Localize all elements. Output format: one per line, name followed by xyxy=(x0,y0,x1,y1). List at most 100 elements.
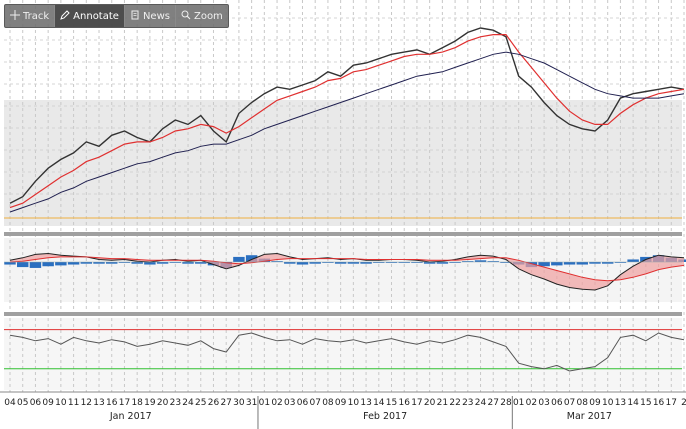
x-tick-label-24: 07 xyxy=(309,398,320,408)
month-label-2: Mar 2017 xyxy=(567,411,612,422)
x-tick-label-6: 12 xyxy=(81,398,92,408)
x-tick-label-50: 15 xyxy=(640,398,651,408)
oscillator-pane-background xyxy=(4,318,682,390)
macd-histogram-bar-23 xyxy=(296,262,309,265)
x-tick-label-23: 06 xyxy=(297,398,309,408)
x-tick-label-47: 10 xyxy=(602,398,614,408)
macd-histogram-bar-44 xyxy=(563,262,576,265)
x-tick-label-17: 27 xyxy=(220,398,231,408)
x-tick-label-14: 24 xyxy=(182,398,194,408)
macd-histogram-bar-34 xyxy=(436,262,449,264)
macd-histogram-bar-6 xyxy=(80,262,93,264)
x-tick-label-13: 23 xyxy=(170,398,181,408)
x-tick-label-8: 16 xyxy=(106,398,118,408)
price-shaded-band xyxy=(4,100,682,226)
x-tick-label-32: 17 xyxy=(411,398,422,408)
x-tick-label-34: 21 xyxy=(437,398,448,408)
x-tick-label-29: 14 xyxy=(373,398,385,408)
x-tick-label-15: 25 xyxy=(195,398,206,408)
macd-histogram-bar-35 xyxy=(449,262,461,263)
macd-histogram-bar-27 xyxy=(347,262,360,264)
x-tick-label-53: 2 xyxy=(681,398,686,408)
x-tick-label-28: 13 xyxy=(360,398,371,408)
macd-signal-fill xyxy=(10,253,684,290)
macd-histogram-bar-31 xyxy=(398,262,410,263)
month-label-1: Feb 2017 xyxy=(363,411,407,422)
x-tick-label-43: 06 xyxy=(551,398,563,408)
x-tick-label-16: 26 xyxy=(208,398,220,408)
x-tick-label-5: 11 xyxy=(68,398,79,408)
series-price-line xyxy=(9,27,685,204)
macd-histogram-bar-46 xyxy=(589,262,601,264)
macd-histogram-bar-49 xyxy=(627,259,639,262)
macd-histogram-bar-45 xyxy=(576,262,588,265)
track-button[interactable]: Track xyxy=(5,5,56,27)
x-tick-label-27: 10 xyxy=(348,398,360,408)
macd-histogram-bar-15 xyxy=(195,262,207,264)
x-tick-label-22: 03 xyxy=(284,398,295,408)
x-tick-label-20: 01 xyxy=(259,398,270,408)
x-tick-label-41: 02 xyxy=(526,398,537,408)
x-tick-label-18: 30 xyxy=(233,398,245,408)
macd-histogram-bar-28 xyxy=(360,262,372,264)
x-tick-label-44: 07 xyxy=(564,398,575,408)
annotate-button[interactable]: Annotate xyxy=(55,5,125,27)
macd-histogram-bar-13 xyxy=(169,262,182,263)
macd-histogram-bar-9 xyxy=(118,262,131,263)
x-tick-label-2: 06 xyxy=(30,398,42,408)
x-tick-label-49: 14 xyxy=(627,398,639,408)
macd-histogram-bar-18 xyxy=(233,256,245,262)
x-tick-label-35: 22 xyxy=(449,398,460,408)
x-tick-label-40: 01 xyxy=(513,398,524,408)
x-tick-label-42: 03 xyxy=(538,398,549,408)
macd-histogram-bar-19 xyxy=(245,255,258,262)
x-tick-label-7: 13 xyxy=(93,398,104,408)
macd-histogram-bar-32 xyxy=(411,262,423,263)
x-tick-label-10: 18 xyxy=(131,398,143,408)
oscillator-line xyxy=(9,332,685,372)
macd-signal-line xyxy=(9,256,685,282)
x-tick-label-9: 17 xyxy=(119,398,130,408)
macd-histogram-bar-11 xyxy=(144,262,156,265)
series-ema_fast-line xyxy=(9,34,685,209)
macd-histogram-bar-5 xyxy=(67,262,80,265)
x-tick-label-1: 05 xyxy=(17,398,28,408)
pane-separator-1 xyxy=(4,232,682,236)
x-tick-label-46: 09 xyxy=(589,398,601,408)
macd-histogram-bar-29 xyxy=(373,262,385,263)
macd-histogram-bar-42 xyxy=(538,262,550,267)
zoom-label: Zoom xyxy=(193,10,223,22)
track-label: Track xyxy=(23,10,50,22)
magnifier-icon xyxy=(181,10,191,23)
x-tick-label-11: 19 xyxy=(144,398,156,408)
crosshair-icon xyxy=(10,9,20,23)
macd-histogram-bar-47 xyxy=(601,262,614,264)
news-button[interactable]: News xyxy=(125,5,176,27)
macd-histogram-bar-10 xyxy=(131,262,143,264)
macd-histogram-bar-7 xyxy=(93,262,105,264)
macd-histogram-bar-1 xyxy=(16,262,29,268)
zoom-button[interactable]: Zoom xyxy=(176,5,228,27)
x-tick-label-25: 08 xyxy=(322,398,334,408)
vertical-grid xyxy=(9,0,685,392)
series-ema_slow-line xyxy=(9,51,685,213)
macd-histogram-bar-37 xyxy=(474,260,487,262)
x-tick-label-33: 20 xyxy=(424,398,436,408)
x-tick-label-38: 27 xyxy=(488,398,499,408)
month-label-0: Jan 2017 xyxy=(109,411,152,422)
x-tick-label-31: 16 xyxy=(398,398,410,408)
pencil-icon xyxy=(60,9,70,23)
macd-histogram-bar-26 xyxy=(334,262,347,264)
x-tick-label-12: 20 xyxy=(157,398,169,408)
macd-histogram-bar-36 xyxy=(462,261,474,262)
x-tick-label-39: 28 xyxy=(500,398,512,408)
x-tick-label-4: 10 xyxy=(55,398,67,408)
macd-histogram-bar-14 xyxy=(182,262,194,264)
macd-histogram-bar-33 xyxy=(423,262,436,264)
macd-histogram-bar-3 xyxy=(42,262,54,267)
x-tick-label-37: 24 xyxy=(475,398,487,408)
x-tick-label-51: 16 xyxy=(653,398,665,408)
macd-histogram-bar-38 xyxy=(487,261,499,262)
